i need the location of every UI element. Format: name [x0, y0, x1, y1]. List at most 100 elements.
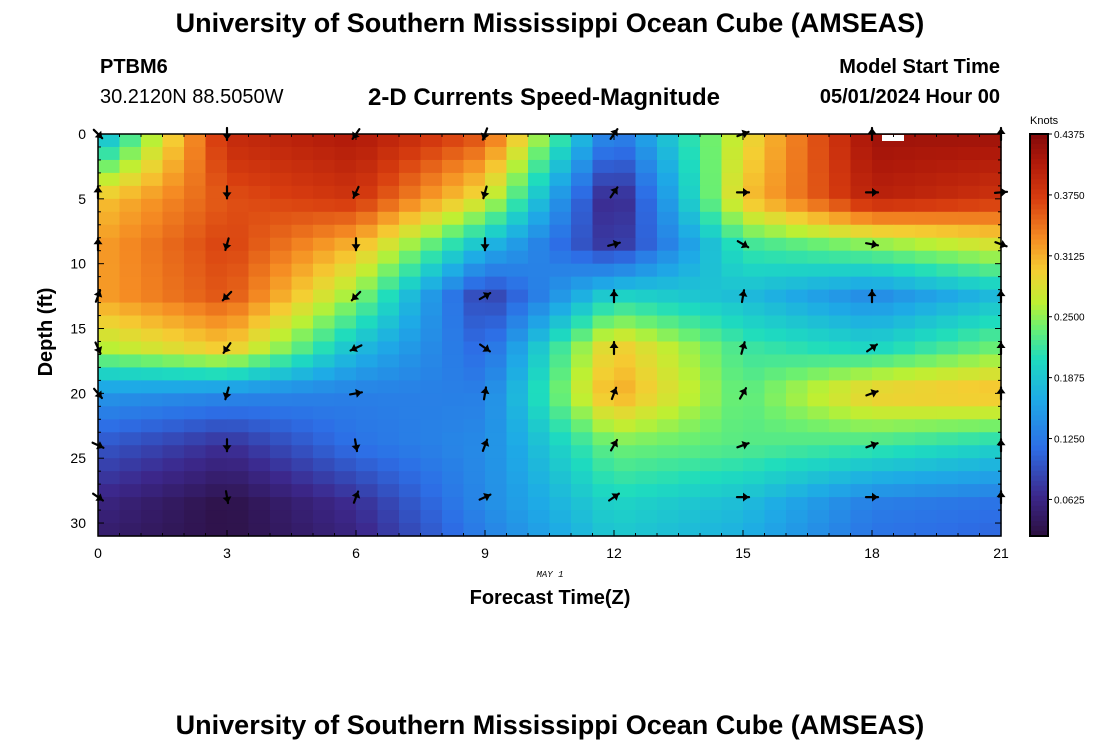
- colorbar-segment: [1030, 355, 1048, 361]
- colorbar-tick-label: 0.4375: [1054, 130, 1085, 141]
- current-vector: [738, 289, 748, 304]
- colorbar-segment: [1030, 159, 1048, 165]
- heatmap-cell: [119, 237, 142, 252]
- current-vector: [478, 292, 492, 301]
- heatmap-cell: [657, 198, 680, 213]
- heatmap-cell: [485, 250, 508, 265]
- heatmap-cell: [657, 289, 680, 304]
- heatmap-cell: [442, 146, 465, 161]
- heatmap-cell: [786, 134, 809, 148]
- heatmap-cell: [162, 432, 185, 446]
- colorbar-segment: [1030, 174, 1048, 180]
- heatmap-cell: [657, 250, 680, 265]
- heatmap-cell: [227, 198, 250, 213]
- heatmap-cell: [528, 471, 551, 485]
- colorbar-marker: [882, 135, 904, 141]
- heatmap-cell: [678, 510, 701, 524]
- y-tick-label: 5: [78, 191, 86, 207]
- current-vector: [480, 438, 490, 452]
- heatmap-cell: [377, 159, 400, 174]
- current-vector: [738, 387, 748, 400]
- heatmap-cell: [98, 484, 121, 498]
- heatmap-cell: [936, 445, 959, 459]
- heatmap-cell: [248, 458, 271, 472]
- heatmap-cell: [635, 354, 658, 369]
- heatmap-cell: [162, 354, 185, 369]
- heatmap-cell: [850, 250, 873, 265]
- colorbar: [1030, 134, 1048, 537]
- colorbar-segment: [1030, 219, 1048, 226]
- heatmap-cell: [657, 393, 680, 407]
- heatmap-cell: [915, 211, 938, 226]
- heatmap-cell: [377, 471, 400, 485]
- heatmap-cell: [592, 224, 615, 239]
- heatmap-cell: [291, 367, 314, 381]
- heatmap-cell: [678, 172, 701, 187]
- heatmap-cell: [442, 263, 465, 278]
- heatmap-cell: [506, 510, 529, 524]
- heatmap-cell: [764, 380, 787, 394]
- heatmap-cell: [141, 134, 164, 148]
- heatmap-cell: [979, 198, 1002, 213]
- heatmap-cell: [936, 484, 959, 498]
- heatmap-cell: [850, 354, 873, 369]
- heatmap-cell: [571, 237, 594, 252]
- heatmap-cell: [893, 341, 916, 356]
- heatmap-cell: [850, 406, 873, 420]
- heatmap-cell: [356, 237, 379, 252]
- heatmap-cell: [700, 198, 723, 213]
- heatmap-cell: [356, 497, 379, 511]
- heatmap-cell: [829, 172, 852, 187]
- heatmap-cell: [786, 341, 809, 356]
- heatmap-cell: [291, 445, 314, 459]
- heatmap-cell: [334, 341, 357, 356]
- heatmap-cell: [657, 367, 680, 381]
- heatmap-cell: [506, 458, 529, 472]
- heatmap-cell: [657, 419, 680, 433]
- heatmap-cell: [915, 367, 938, 381]
- heatmap-cell: [463, 471, 486, 485]
- heatmap-cell: [485, 146, 508, 161]
- heatmap-cell: [463, 276, 486, 291]
- heatmap-cell: [872, 172, 895, 187]
- heatmap-cell: [313, 341, 336, 356]
- heatmap-cell: [743, 172, 766, 187]
- colorbar-segment: [1030, 375, 1048, 381]
- heatmap-cell: [549, 419, 572, 433]
- heatmap-cell: [420, 510, 443, 524]
- heatmap-cell: [227, 484, 250, 498]
- heatmap-cell: [786, 484, 809, 498]
- heatmap-cell: [377, 276, 400, 291]
- heatmap-cell: [764, 406, 787, 420]
- heatmap-cell: [786, 159, 809, 174]
- heatmap-cell: [678, 302, 701, 317]
- heatmap-cell: [678, 134, 701, 148]
- heatmap-cell: [334, 146, 357, 161]
- heatmap-cell: [764, 341, 787, 356]
- heatmap-cell: [549, 367, 572, 381]
- heatmap-cell: [700, 224, 723, 239]
- colorbar-segment: [1030, 420, 1048, 427]
- heatmap-cell: [979, 406, 1002, 420]
- heatmap-cell: [442, 419, 465, 433]
- heatmap-cell: [270, 471, 293, 485]
- heatmap-cell: [721, 341, 744, 356]
- heatmap-cell: [291, 250, 314, 265]
- heatmap-cell: [549, 159, 572, 174]
- heatmap-cell: [872, 510, 895, 524]
- heatmap-cell: [442, 302, 465, 317]
- heatmap-cell: [743, 315, 766, 330]
- heatmap-cell: [313, 354, 336, 369]
- heatmap-cell: [915, 172, 938, 187]
- heatmap-cell: [958, 263, 981, 278]
- heatmap-cell: [334, 419, 357, 433]
- heatmap-cell: [227, 497, 250, 511]
- current-vector: [865, 441, 879, 450]
- heatmap-cell: [463, 198, 486, 213]
- heatmap-cell: [377, 289, 400, 304]
- heatmap-cell: [141, 315, 164, 330]
- heatmap-cell: [829, 134, 852, 148]
- heatmap-cell: [270, 445, 293, 459]
- colorbar-segment: [1030, 530, 1048, 537]
- heatmap-cell: [248, 471, 271, 485]
